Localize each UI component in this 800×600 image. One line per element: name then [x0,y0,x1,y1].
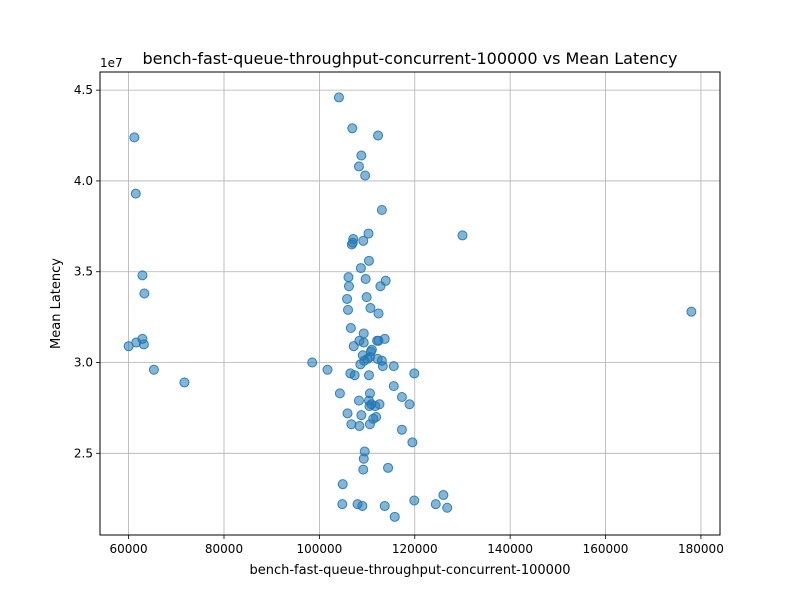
data-point [358,235,369,246]
data-point [374,399,385,410]
x-tick-label: 60000 [110,542,148,556]
data-point [357,500,368,511]
data-point [407,437,418,448]
data-point [356,150,367,161]
data-point [353,395,364,406]
data-point [363,370,374,381]
data-point [358,337,369,348]
x-tick-label: 120000 [392,542,438,556]
data-point [364,419,375,430]
data-point [396,424,407,435]
data-point [375,281,386,292]
data-point [307,357,318,368]
data-point [373,130,384,141]
data-point [348,341,359,352]
data-point [438,490,449,501]
data-point [360,273,371,284]
data-point [346,419,357,430]
data-point [389,511,400,522]
data-point [358,464,369,475]
data-point [363,255,374,266]
data-point [334,388,345,399]
data-points [123,92,697,522]
data-point [356,410,367,421]
data-point [347,123,358,134]
data-point [333,92,344,103]
data-point [343,304,353,315]
y-axis-label: Mean Latency [49,258,64,349]
data-point [139,288,150,299]
x-tick-label: 160000 [583,542,629,556]
data-point [404,399,415,410]
data-point [409,368,420,379]
data-point [379,500,390,511]
data-point [347,237,358,248]
data-point [373,308,384,319]
grid [100,72,720,535]
axis-ticks: 60000 80000 100000 120000 140000 160000 180000… [74,83,724,556]
data-point [388,361,399,372]
chart-title: bench-fast-queue-throughput-concurrent-1… [143,49,678,68]
data-point [363,228,374,239]
data-point [129,132,140,143]
data-point [371,411,382,422]
y-tick-label: 4.5 [74,83,93,97]
y-tick-label: 3.5 [74,265,93,279]
data-point [388,381,399,392]
data-point [349,370,360,381]
plot-frame [99,71,721,536]
data-point [353,161,364,172]
data-point [457,230,468,241]
x-axis-label: bench-fast-queue-throughput-concurrent-1… [249,563,570,578]
data-point [342,293,353,304]
data-point [377,361,388,372]
data-point [360,170,371,181]
data-point [130,188,141,199]
data-point [361,292,372,303]
data-point [379,333,390,344]
data-point [179,377,190,388]
x-tick-label: 80000 [205,542,243,556]
x-tick-label: 140000 [487,542,533,556]
x-tick-label: 100000 [296,542,342,556]
data-point [355,263,366,274]
y-axis-offset-label: 1e7 [100,56,123,70]
data-point [409,495,420,506]
data-point [354,421,365,432]
data-point [322,364,333,375]
data-point [123,341,134,352]
data-point [442,502,453,513]
data-point [396,392,407,403]
data-point [148,364,159,375]
data-point [358,453,369,464]
y-tick-label: 4.0 [74,174,93,188]
data-point [343,281,354,292]
data-point [430,499,441,510]
data-point [376,204,387,215]
data-point [337,479,348,490]
data-point [137,270,148,281]
data-point [383,462,394,473]
y-tick-label: 2.5 [74,446,93,460]
data-point [686,306,697,317]
y-tick-label: 3.0 [74,356,93,370]
data-point [345,323,356,334]
data-point [343,272,354,283]
data-point [365,303,376,314]
data-point [138,339,149,350]
data-point [342,408,353,419]
data-point [355,359,366,370]
data-point [337,499,348,510]
x-tick-label: 180000 [678,542,724,556]
